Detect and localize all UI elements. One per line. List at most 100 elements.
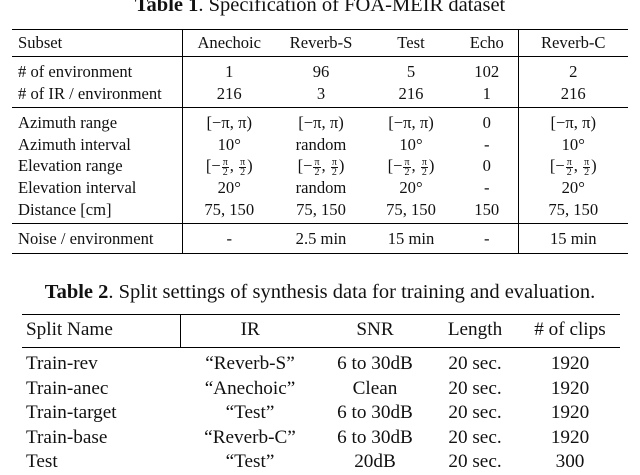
table-row: Elevation range [− π 2, π 2) [− π 2, π 2) [− π 2… bbox=[12, 155, 628, 179]
table-row: Azimuth interval 10° random 10° - 10° bbox=[12, 133, 628, 156]
table1-header-cell: Anechoic bbox=[182, 29, 276, 57]
table2-caption-text: . Split settings of synthesis data for t… bbox=[108, 281, 596, 303]
table2-caption-label: Table 2 bbox=[44, 281, 109, 303]
table2-header-cell: # of clips bbox=[520, 314, 620, 348]
table1-cell: 20° bbox=[217, 178, 241, 198]
table1-cell: 20° bbox=[561, 178, 585, 198]
table1-cell: 15 min bbox=[518, 223, 628, 254]
table1-cell: 75, 150 bbox=[204, 199, 255, 219]
table1-cell: 1 bbox=[225, 62, 234, 81]
table2-cell: “Test” bbox=[225, 451, 275, 472]
table1-cell: [−π, π) bbox=[276, 107, 366, 134]
table2-header-row: Split Name IR SNR Length # of clips bbox=[22, 314, 620, 348]
table-row: Train-anec “Anechoic” Clean 20 sec. 1920 bbox=[22, 377, 620, 402]
table2-cell: Clean bbox=[352, 377, 398, 399]
table1-cell: [− π 2, π 2) bbox=[297, 156, 345, 179]
table1-cell: 75, 150 bbox=[548, 199, 599, 219]
table1-cell: 1 bbox=[456, 82, 519, 108]
table2-cell: 6 to 30dB bbox=[337, 353, 413, 374]
table2-cell: “Reverb-S” bbox=[205, 353, 295, 374]
table2-cell: 1920 bbox=[550, 377, 590, 399]
table1-cell: Noise / environment bbox=[12, 223, 183, 254]
table2-cell: 300 bbox=[555, 451, 585, 472]
table-row: Elevation interval 20° random 20° - 20° bbox=[12, 177, 628, 199]
table1-cell: [− π 2, π 2) bbox=[205, 156, 253, 179]
table1-cell: 3 bbox=[316, 83, 326, 103]
table2-cell: Train-rev bbox=[26, 353, 98, 374]
table-row: Train-base “Reverb-C” 6 to 30dB 20 sec. … bbox=[22, 426, 620, 451]
table-row: Azimuth range [−π, π) [−π, π) [−π, π) 0 … bbox=[12, 107, 628, 134]
table2-cell: 1920 bbox=[550, 353, 590, 374]
table1-cell: [− π 2, π 2) bbox=[387, 156, 435, 179]
table1-header-cell: Subset bbox=[12, 29, 183, 57]
table2-cell: 20 sec. bbox=[448, 451, 502, 472]
table1-header-cell: Test bbox=[366, 29, 456, 57]
table1-cell: - bbox=[182, 223, 276, 254]
table1-cell: [−π, π) bbox=[182, 107, 276, 134]
table2-header-cell: Length bbox=[430, 314, 520, 348]
table-row: Distance [cm] 75, 150 75, 150 75, 150 15… bbox=[12, 198, 628, 224]
table1-cell: 20° bbox=[399, 178, 423, 198]
table1-cell: random bbox=[295, 134, 347, 154]
table1-cell: 5 bbox=[406, 62, 416, 81]
table1-cell: [− π 2, π 2) bbox=[549, 156, 597, 179]
table2-cell: 6 to 30dB bbox=[337, 426, 413, 448]
table2-header-cell: SNR bbox=[320, 314, 430, 348]
table1-caption: Table 1. Specification of FOA-MEIR datas… bbox=[0, 0, 640, 17]
table1-cell: 0 bbox=[456, 107, 519, 134]
table2-cell: Train-target bbox=[26, 402, 117, 423]
table1-cell: - bbox=[456, 177, 519, 199]
table-row: Test “Test” 20dB 20 sec. 300 bbox=[22, 450, 620, 475]
table2-cell: 6 to 30dB bbox=[337, 402, 413, 423]
table1-cell: - bbox=[456, 223, 519, 254]
table1-cell: [−π, π) bbox=[366, 107, 456, 134]
table1-cell: 102 bbox=[456, 56, 519, 83]
table2-cell: 20dB bbox=[354, 451, 396, 472]
table1-header-cell: Echo bbox=[456, 29, 519, 57]
table2-cell: 1920 bbox=[550, 402, 590, 423]
table1-caption-label: Table 1 bbox=[134, 0, 199, 16]
table-row: Noise / environment - 2.5 min 15 min - 1… bbox=[12, 223, 628, 254]
table1-caption-text: . Specification of FOA-MEIR dataset bbox=[198, 0, 506, 16]
table1-cell: 2 bbox=[569, 62, 578, 81]
table1-cell: Elevation interval bbox=[12, 177, 183, 199]
table2-cell: Train-base bbox=[26, 426, 108, 448]
table2-header-cell: IR bbox=[180, 314, 320, 348]
table1-cell: 150 bbox=[456, 198, 519, 224]
table2-cell: 1920 bbox=[550, 426, 590, 448]
table1-cell: # of IR / environment bbox=[12, 82, 183, 108]
table1-cell: random bbox=[295, 178, 347, 198]
table1-cell: 96 bbox=[312, 62, 330, 81]
table2-cell: Train-anec bbox=[26, 377, 109, 399]
table2-cell: 20 sec. bbox=[448, 377, 502, 399]
table1-cell: 2.5 min bbox=[276, 223, 366, 254]
table1-cell: 75, 150 bbox=[296, 199, 346, 219]
table1-cell: 10° bbox=[561, 134, 585, 154]
table2-cell: 20 sec. bbox=[448, 426, 502, 448]
table-row: Train-rev “Reverb-S” 6 to 30dB 20 sec. 1… bbox=[22, 348, 620, 377]
table2-cell: 20 sec. bbox=[448, 402, 502, 423]
table1-cell: 216 bbox=[560, 83, 586, 103]
table1-cell: Azimuth interval bbox=[12, 133, 183, 156]
table1-cell: # of environment bbox=[12, 56, 183, 83]
table1-cell: Distance [cm] bbox=[12, 198, 183, 224]
table-row: Train-target “Test” 6 to 30dB 20 sec. 19… bbox=[22, 401, 620, 426]
table1-cell: 0 bbox=[456, 155, 519, 178]
table2-cell: “Reverb-C” bbox=[204, 426, 296, 448]
table2: Split Name IR SNR Length # of clips Trai… bbox=[22, 314, 620, 475]
table1-cell: 15 min bbox=[366, 223, 456, 254]
table1-cell: [−π, π) bbox=[518, 107, 628, 134]
table1: Subset Anechoic Reverb-S Test Echo Rever… bbox=[12, 29, 628, 254]
table1-header-row: Subset Anechoic Reverb-S Test Echo Rever… bbox=[12, 29, 628, 57]
table1-cell: - bbox=[456, 133, 519, 156]
table1-cell: 216 bbox=[216, 83, 242, 103]
table1-cell: Azimuth range bbox=[12, 107, 183, 134]
table2-cell: “Test” bbox=[225, 402, 275, 423]
table-row: # of environment 1 96 5 102 2 bbox=[12, 56, 628, 83]
